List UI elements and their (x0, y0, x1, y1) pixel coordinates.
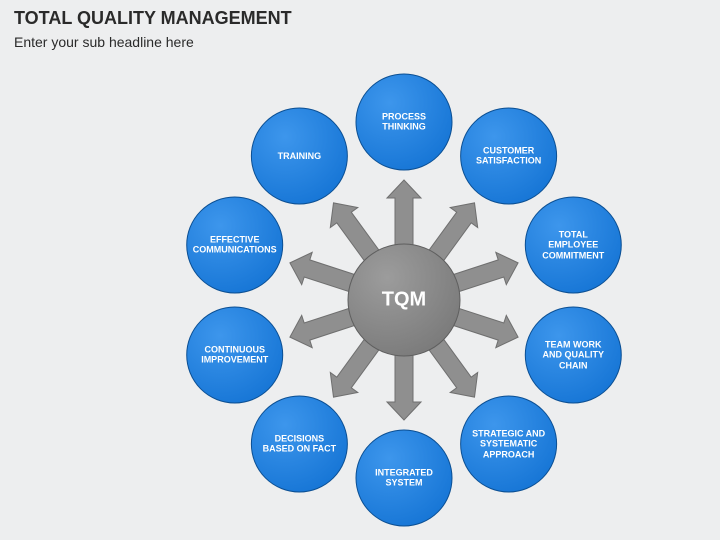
diagram-node (251, 396, 347, 492)
diagram-node (356, 74, 452, 170)
diagram-node (461, 108, 557, 204)
diagram-node (251, 108, 347, 204)
diagram-node (525, 307, 621, 403)
tqm-diagram (0, 0, 720, 540)
diagram-node (356, 430, 452, 526)
center-node (348, 244, 460, 356)
diagram-node (187, 307, 283, 403)
diagram-node (525, 197, 621, 293)
diagram-node (187, 197, 283, 293)
diagram-node (461, 396, 557, 492)
